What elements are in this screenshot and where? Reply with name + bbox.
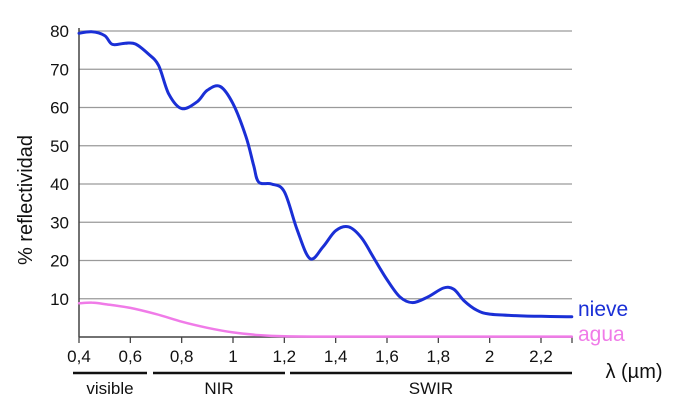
y-tick-label: 20 <box>50 252 69 271</box>
x-tick-label: 1,8 <box>427 347 451 366</box>
x-tick-label: 0,6 <box>119 347 143 366</box>
y-tick-label: 10 <box>50 290 69 309</box>
y-tick-label: 80 <box>50 22 69 41</box>
x-tick-label: 1,6 <box>375 347 399 366</box>
y-axis-title: % reflectividad <box>15 135 37 265</box>
grid-lines <box>79 30 572 300</box>
y-tick-label: 60 <box>50 99 69 118</box>
band-label-visible: visible <box>86 379 133 398</box>
y-tick-label: 70 <box>50 60 69 79</box>
legend-label-agua: agua <box>578 323 625 346</box>
series-line-nieve <box>77 30 574 319</box>
y-tick-label: 30 <box>50 213 69 232</box>
x-tick-label: 2 <box>485 347 494 366</box>
x-tick-label: 0,8 <box>170 347 194 366</box>
legend-label-nieve: nieve <box>578 298 628 321</box>
data-series <box>77 30 574 338</box>
y-tick-label: 50 <box>50 137 69 156</box>
band-label-SWIR: SWIR <box>409 379 453 398</box>
x-tick-label: 0,4 <box>67 347 91 366</box>
x-tick-label: 1 <box>228 347 237 366</box>
y-tick-labels: 10 20 30 40 50 60 70 80 <box>50 22 69 309</box>
x-tick-label: 2,2 <box>529 347 553 366</box>
series-line-agua <box>77 301 574 338</box>
x-tick-labels: 0,4 0,6 0,8 1 1,2 1,4 1,6 1,8 2 2,2 <box>67 347 553 366</box>
y-tick-label: 40 <box>50 175 69 194</box>
x-tick-label: 1,4 <box>324 347 348 366</box>
band-label-NIR: NIR <box>204 379 233 398</box>
spectral-bands: visible NIR SWIR <box>73 371 572 398</box>
x-axis-title: λ (µm) <box>605 361 662 383</box>
x-tick-label: 1,2 <box>273 347 297 366</box>
axes <box>78 28 573 343</box>
